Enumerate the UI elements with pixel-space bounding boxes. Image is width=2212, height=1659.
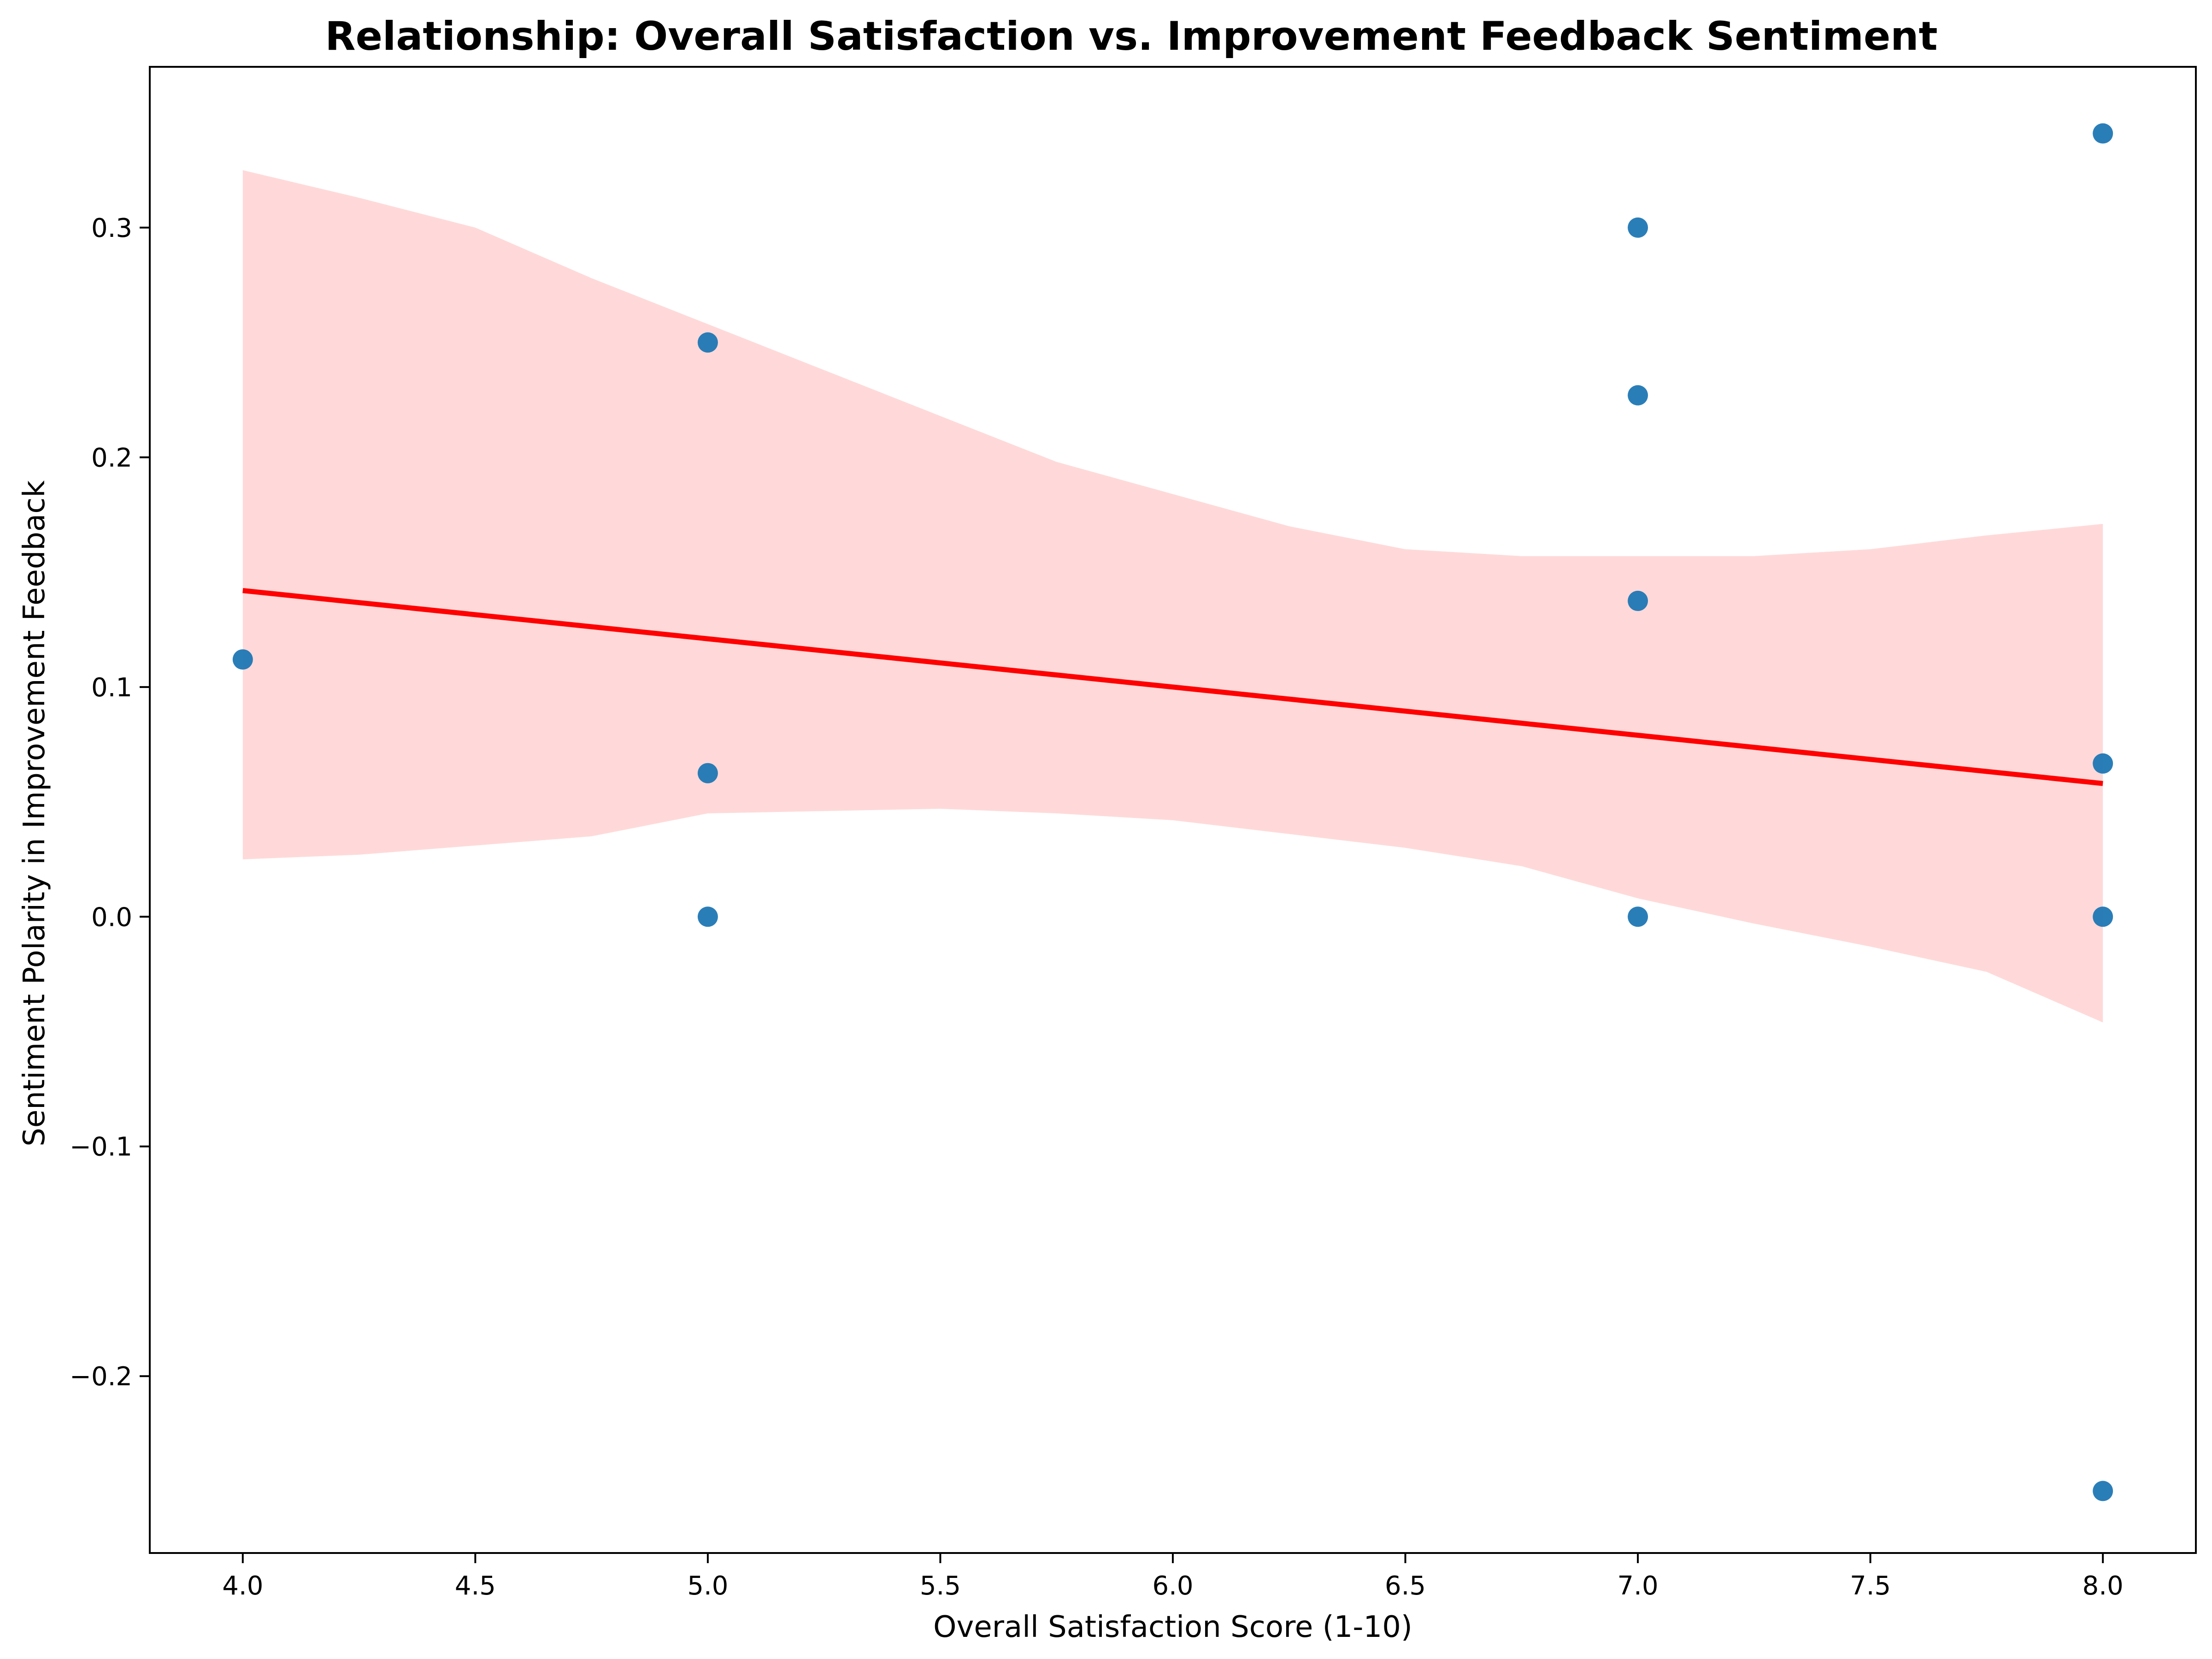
y-axis-label: Sentiment Polarity in Improvement Feedba… (18, 480, 52, 1146)
regression-line (242, 588, 2103, 786)
data-point (2093, 753, 2113, 774)
data-point (1628, 590, 1648, 611)
data-point (2093, 906, 2113, 927)
x-axis-label: Overall Satisfaction Score (1-10) (933, 1610, 1412, 1644)
x-tick-label: 5.0 (687, 1571, 728, 1601)
x-tick-label: 6.5 (1385, 1571, 1426, 1601)
x-tick-label: 4.0 (222, 1571, 263, 1601)
data-point (232, 649, 253, 670)
data-point (697, 763, 718, 783)
y-tick-label: −0.2 (70, 1362, 132, 1392)
y-tick-label: 0.2 (91, 443, 132, 473)
x-tick-label: 7.5 (1850, 1571, 1891, 1601)
data-point (2093, 1481, 2113, 1501)
x-tick-label: 8.0 (2083, 1571, 2124, 1601)
data-point (1628, 906, 1648, 927)
confidence-band (242, 170, 2103, 1023)
x-tick-label: 6.0 (1152, 1571, 1193, 1601)
x-tick-label: 5.5 (920, 1571, 961, 1601)
data-point (697, 906, 718, 927)
y-tick-label: 0.3 (91, 213, 132, 243)
y-tick-label: 0.1 (91, 673, 132, 703)
x-axis-ticks: 4.0 4.5 5.0 5.5 6.0 6.5 7.0 7.5 8.0 (222, 1553, 2124, 1601)
y-tick-label: −0.1 (70, 1132, 132, 1162)
data-point (1628, 385, 1648, 406)
confidence-band-layer (242, 170, 2103, 1023)
x-tick-label: 4.5 (455, 1571, 496, 1601)
data-point (697, 332, 718, 353)
data-point (1628, 217, 1648, 238)
x-tick-label: 7.0 (1618, 1571, 1659, 1601)
regression-line-layer (242, 588, 2103, 786)
data-points-layer (232, 123, 2113, 1501)
y-tick-label: 0.0 (91, 902, 132, 932)
data-point (2093, 123, 2113, 144)
chart-title: Relationship: Overall Satisfaction vs. I… (325, 13, 1937, 59)
y-axis-ticks: −0.2 −0.1 0.0 0.1 0.2 0.3 (70, 213, 150, 1392)
